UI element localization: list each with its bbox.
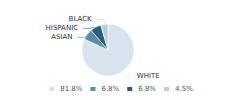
svg-text:6.8%: 6.8%	[138, 85, 156, 93]
svg-text:WHITE: WHITE	[137, 72, 160, 80]
svg-text:4.5%: 4.5%	[175, 85, 193, 93]
svg-text:81.8%: 81.8%	[60, 85, 83, 93]
svg-text:BLACK: BLACK	[69, 15, 92, 23]
svg-text:6.8%: 6.8%	[101, 85, 119, 93]
svg-text:ASIAN: ASIAN	[51, 33, 72, 41]
svg-text:HISPANIC: HISPANIC	[46, 24, 79, 32]
